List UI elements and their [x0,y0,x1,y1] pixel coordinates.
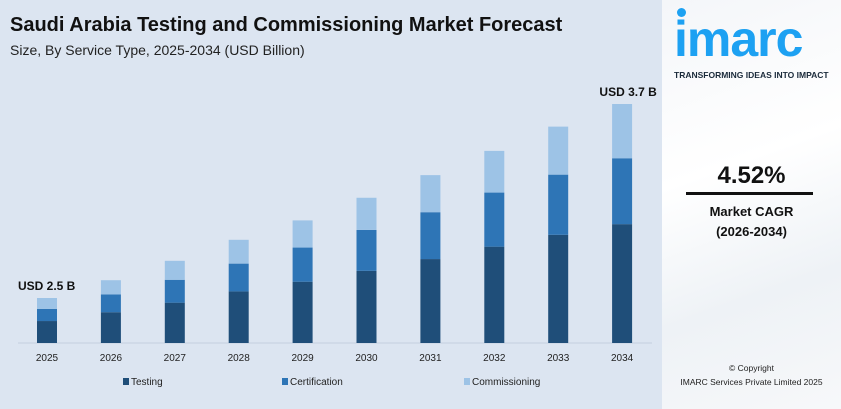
bar-testing-2032 [484,246,505,343]
bar-certification-2027 [164,279,185,303]
legend-label-commissioning: Commissioning [472,377,540,388]
cagr-value: 4.52% [717,162,786,189]
bar-testing-2033 [548,234,569,343]
legend-label-certification: Certification [290,377,343,388]
bar-commissioning-2034 [612,104,633,159]
x-tick-label: 2034 [611,353,634,364]
bar-certification-2029 [292,247,313,282]
chart-subtitle: Size, By Service Type, 2025-2034 (USD Bi… [10,42,305,58]
bar-certification-2030 [356,229,377,271]
bar-commissioning-2025 [37,298,57,309]
chart-title: Saudi Arabia Testing and Commissioning M… [10,14,563,36]
bar-commissioning-2026 [100,280,121,295]
x-tick-label: 2033 [547,353,570,364]
x-tick-label: 2027 [164,353,187,364]
cagr-period: (2026-2034) [716,224,787,239]
bar-commissioning-2033 [548,126,569,175]
bar-certification-2034 [612,158,633,225]
company: IMARC Services Private Limited 2025 [680,377,823,387]
logo-tagline: TRANSFORMING IDEAS INTO IMPACT [674,70,829,80]
bar-chart: 2025 USD 2.5 B 2026 2027 2028 2029 2030 2031 203… [18,85,657,388]
total-label: USD 2.5 B [18,279,76,293]
copyright: © Copyright [728,363,774,373]
bar-certification-2031 [420,212,441,260]
bar-testing-2030 [356,270,377,343]
bar-commissioning-2032 [484,150,505,193]
bar-certification-2028 [228,263,249,292]
legend-label-testing: Testing [131,377,163,388]
x-tick-label: 2026 [100,353,123,364]
chart-panel: Saudi Arabia Testing and Commissioning M… [0,0,662,409]
bar-certification-2026 [100,294,121,313]
bar-testing-2028 [228,291,249,343]
divider [686,192,813,195]
bar-commissioning-2027 [164,260,185,280]
bar-certification-2025 [37,308,57,322]
logo-dot [677,8,686,17]
x-tick-label: 2032 [483,353,506,364]
bar-testing-2029 [292,281,313,343]
bar-certification-2033 [548,174,569,235]
bar-testing-2025 [37,321,57,343]
bar-testing-2026 [100,312,121,343]
cagr-label: Market CAGR [709,204,794,219]
bar-commissioning-2031 [420,175,441,213]
bar-commissioning-2028 [228,239,249,264]
bar-commissioning-2030 [356,197,377,230]
bar-testing-2031 [420,259,441,343]
legend-swatch-commissioning [464,378,470,385]
x-tick-label: 2031 [419,353,442,364]
imarc-logo: imarc [674,14,803,64]
x-tick-label: 2030 [355,353,378,364]
bar-testing-2034 [612,224,633,343]
bar-commissioning-2029 [292,220,313,248]
legend-swatch-certification [282,378,288,385]
x-tick-label: 2028 [228,353,251,364]
bar-certification-2032 [484,192,505,247]
legend-swatch-testing [123,378,129,385]
total-label: USD 3.7 B [599,85,657,99]
info-panel: imarc TRANSFORMING IDEAS INTO IMPACT 4.5… [662,0,841,409]
x-tick-label: 2025 [36,353,59,364]
x-tick-label: 2029 [291,353,314,364]
bar-testing-2027 [164,302,185,343]
